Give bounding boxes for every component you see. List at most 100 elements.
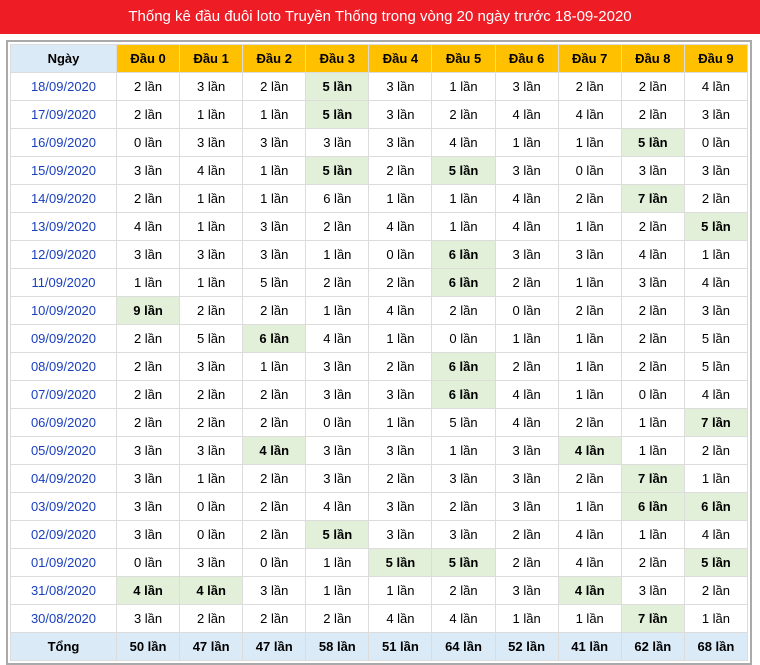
count-cell: 5 lần	[179, 324, 244, 353]
count-cell: 4 lần	[683, 72, 749, 101]
date-cell: 15/09/2020	[10, 156, 117, 185]
count-cell: 0 lần	[368, 240, 433, 269]
count-cell: 2 lần	[242, 408, 307, 437]
date-cell: 03/09/2020	[10, 492, 117, 521]
count-cell: 0 lần	[305, 408, 370, 437]
count-cell: 2 lần	[305, 268, 370, 297]
count-cell: 2 lần	[620, 352, 685, 381]
title-bar: Thống kê đầu đuôi loto Truyền Thống tron…	[0, 0, 760, 34]
count-cell: 2 lần	[620, 212, 685, 241]
count-cell: 2 lần	[242, 604, 307, 633]
count-cell: 4 lần	[179, 156, 244, 185]
header-cell: Đầu 0	[115, 44, 181, 73]
header-cell: Đầu 1	[179, 44, 244, 73]
count-cell: 1 lần	[494, 128, 559, 157]
count-cell: 3 lần	[683, 100, 749, 129]
count-cell: 1 lần	[494, 604, 559, 633]
count-cell: 6 lần	[305, 184, 370, 213]
count-cell: 2 lần	[494, 520, 559, 549]
count-cell: 0 lần	[557, 156, 622, 185]
count-cell: 5 lần	[305, 72, 370, 101]
count-cell: 4 lần	[368, 604, 433, 633]
count-cell: 1 lần	[368, 324, 433, 353]
count-cell: 2 lần	[179, 380, 244, 409]
count-cell: 3 lần	[620, 576, 685, 605]
count-cell: 4 lần	[494, 380, 559, 409]
count-cell: 4 lần	[494, 212, 559, 241]
count-cell: 2 lần	[242, 464, 307, 493]
count-cell: 6 lần	[431, 268, 496, 297]
count-cell: 4 lần	[305, 324, 370, 353]
count-cell: 1 lần	[431, 212, 496, 241]
data-row: 30/08/2020 3 lần 2 lần 2 lần 2 lần 4 lần 4 lần…	[10, 604, 749, 633]
count-cell: 5 lần	[683, 352, 749, 381]
count-cell: 1 lần	[557, 324, 622, 353]
count-cell: 1 lần	[115, 268, 181, 297]
count-cell: 5 lần	[305, 100, 370, 129]
count-cell: 3 lần	[115, 464, 181, 493]
count-cell: 6 lần	[620, 492, 685, 521]
count-cell: 3 lần	[494, 492, 559, 521]
date-cell: 14/09/2020	[10, 184, 117, 213]
count-cell: 2 lần	[242, 72, 307, 101]
count-cell: 2 lần	[242, 296, 307, 325]
count-cell: 3 lần	[494, 156, 559, 185]
count-cell: 7 lần	[683, 408, 749, 437]
count-cell: 3 lần	[620, 268, 685, 297]
count-cell: 2 lần	[557, 184, 622, 213]
count-cell: 4 lần	[368, 212, 433, 241]
count-cell: 3 lần	[305, 380, 370, 409]
count-cell: 3 lần	[115, 520, 181, 549]
count-cell: 3 lần	[179, 548, 244, 577]
date-cell: 06/09/2020	[10, 408, 117, 437]
count-cell: 3 lần	[179, 436, 244, 465]
count-cell: 7 lần	[620, 464, 685, 493]
count-cell: 3 lần	[494, 72, 559, 101]
count-cell: 2 lần	[115, 380, 181, 409]
data-row: 06/09/2020 2 lần 2 lần 2 lần 0 lần 1 lần 5 lần…	[10, 408, 749, 437]
count-cell: 3 lần	[368, 100, 433, 129]
count-cell: 2 lần	[620, 548, 685, 577]
count-cell: 4 lần	[305, 492, 370, 521]
count-cell: 3 lần	[242, 128, 307, 157]
date-cell: 17/09/2020	[10, 100, 117, 129]
count-cell: 2 lần	[115, 72, 181, 101]
count-cell: 0 lần	[115, 548, 181, 577]
count-cell: 3 lần	[557, 240, 622, 269]
count-cell: 7 lần	[620, 604, 685, 633]
count-cell: 5 lần	[242, 268, 307, 297]
count-cell: 1 lần	[179, 184, 244, 213]
count-cell: 1 lần	[620, 408, 685, 437]
count-cell: 1 lần	[179, 100, 244, 129]
header-cell: Đầu 9	[683, 44, 749, 73]
date-cell: 10/09/2020	[10, 296, 117, 325]
data-row: 16/09/2020 0 lần 3 lần 3 lần 3 lần 3 lần 4 lần…	[10, 128, 749, 157]
data-row: 17/09/2020 2 lần 1 lần 1 lần 5 lần 3 lần 2 lần…	[10, 100, 749, 129]
date-cell: 07/09/2020	[10, 380, 117, 409]
header-cell: Đầu 7	[557, 44, 622, 73]
count-cell: 3 lần	[179, 352, 244, 381]
count-cell: 2 lần	[305, 212, 370, 241]
data-row: 14/09/2020 2 lần 1 lần 1 lần 6 lần 1 lần 1 lần…	[10, 184, 749, 213]
count-cell: 1 lần	[620, 436, 685, 465]
count-cell: 2 lần	[494, 352, 559, 381]
count-cell: 3 lần	[368, 380, 433, 409]
count-cell: 1 lần	[242, 352, 307, 381]
count-cell: 1 lần	[557, 352, 622, 381]
date-cell: 31/08/2020	[10, 576, 117, 605]
count-cell: 1 lần	[557, 492, 622, 521]
count-cell: 2 lần	[305, 604, 370, 633]
count-cell: 3 lần	[115, 436, 181, 465]
count-cell: 1 lần	[557, 268, 622, 297]
count-cell: 6 lần	[431, 380, 496, 409]
date-cell: 04/09/2020	[10, 464, 117, 493]
count-cell: 4 lần	[368, 296, 433, 325]
count-cell: 1 lần	[242, 100, 307, 129]
count-cell: 0 lần	[683, 128, 749, 157]
count-cell: 3 lần	[115, 604, 181, 633]
data-row: 09/09/2020 2 lần 5 lần 6 lần 4 lần 1 lần 0 lần…	[10, 324, 749, 353]
count-cell: 4 lần	[179, 576, 244, 605]
count-cell: 5 lần	[305, 520, 370, 549]
count-cell: 2 lần	[620, 100, 685, 129]
count-cell: 4 lần	[683, 520, 749, 549]
